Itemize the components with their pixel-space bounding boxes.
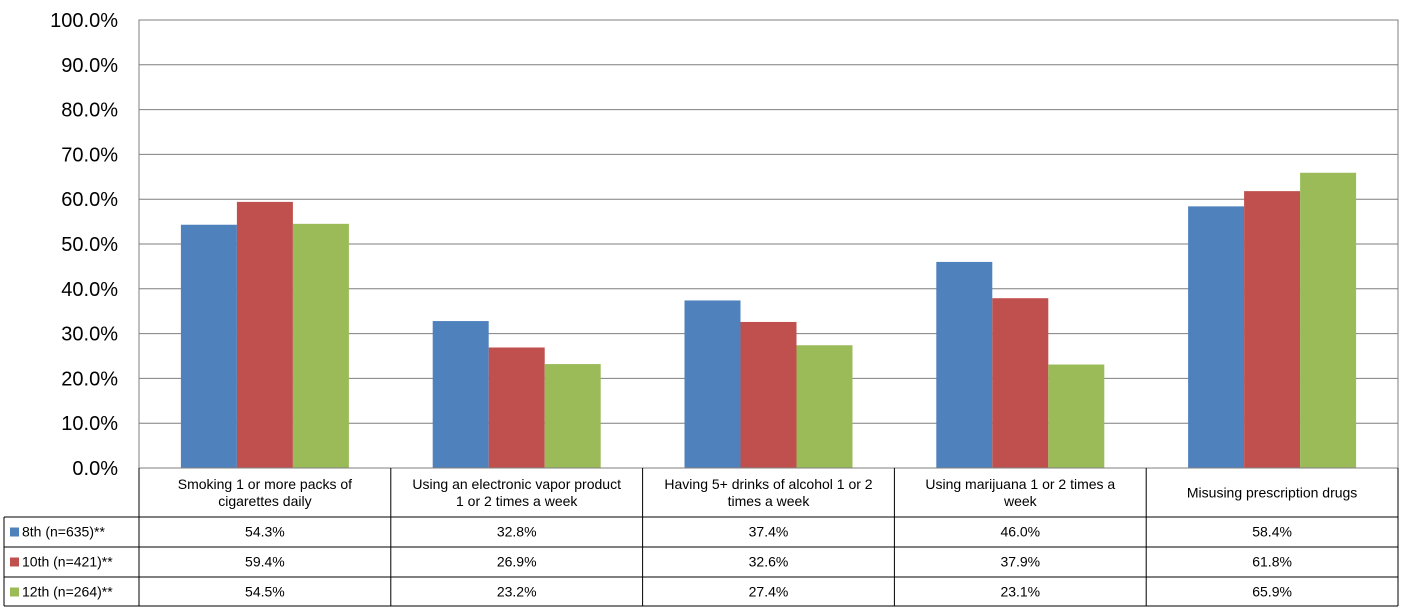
bar [1244, 191, 1301, 469]
axes: 0.0% 10.0% 20.0% 30.0% 40.0% 50.0% 60.0% 70.0% 8… [50, 10, 1399, 480]
legend-swatch [10, 557, 19, 567]
data-label: 37.4% [749, 524, 789, 540]
data-label: 61.8% [1252, 554, 1292, 570]
category-label: Misusing prescription drugs [1187, 485, 1357, 501]
y-tick-label: 10.0% [61, 413, 118, 435]
data-label: 32.6% [749, 554, 789, 570]
bar [936, 261, 993, 468]
bars [180, 172, 1357, 469]
legend-label: 8th (n=635)** [22, 524, 105, 540]
data-label: 59.4% [245, 554, 285, 570]
category-label: Using marijuana 1 or 2 times a week [925, 476, 1115, 509]
category-label: Using an electronic vapor product 1 or 2 … [412, 476, 621, 509]
y-tick-label: 20.0% [61, 368, 118, 390]
y-tick-label: 30.0% [61, 324, 118, 346]
legend-swatch [10, 527, 19, 537]
y-tick-label: 100.0% [50, 10, 118, 32]
data-label: 27.4% [749, 584, 789, 600]
data-label: 32.8% [497, 524, 537, 540]
bar [796, 345, 853, 468]
y-tick-label: 70.0% [61, 144, 118, 166]
y-tick-label: 0.0% [72, 458, 118, 480]
y-tick-label: 90.0% [61, 55, 118, 77]
bar [180, 224, 237, 468]
bar [1048, 364, 1105, 468]
legend-label: 12th (n=264)** [22, 584, 113, 600]
category-label: Smoking 1 or more packs of cigarettes dai… [178, 476, 352, 509]
bar [684, 300, 741, 468]
data-label: 23.2% [497, 584, 537, 600]
data-label: 26.9% [497, 554, 537, 570]
data-table: Smoking 1 or more packs of cigarettes dai… [3, 468, 1399, 607]
bar [1300, 172, 1357, 468]
bar [992, 298, 1049, 468]
bar [236, 201, 293, 468]
y-tick-label: 40.0% [61, 279, 118, 301]
bar [432, 321, 489, 468]
bar [740, 321, 797, 468]
data-label: 58.4% [1252, 524, 1292, 540]
data-label: 23.1% [1000, 584, 1040, 600]
bar [544, 364, 601, 468]
y-tick-label: 50.0% [61, 234, 118, 256]
data-label: 54.5% [245, 584, 285, 600]
data-label: 54.3% [245, 524, 285, 540]
bar [488, 347, 545, 468]
plot-border [138, 19, 1399, 469]
data-label: 37.9% [1000, 554, 1040, 570]
legend-label: 10th (n=421)** [22, 554, 113, 570]
data-label: 46.0% [1000, 524, 1040, 540]
y-tick-label: 60.0% [61, 189, 118, 211]
y-tick-label: 80.0% [61, 100, 118, 122]
category-label: Having 5+ drinks of alcohol 1 or 2 times … [664, 476, 872, 509]
bar [1188, 206, 1245, 469]
bar [292, 223, 349, 468]
legend-swatch [10, 587, 19, 597]
data-label: 65.9% [1252, 584, 1292, 600]
